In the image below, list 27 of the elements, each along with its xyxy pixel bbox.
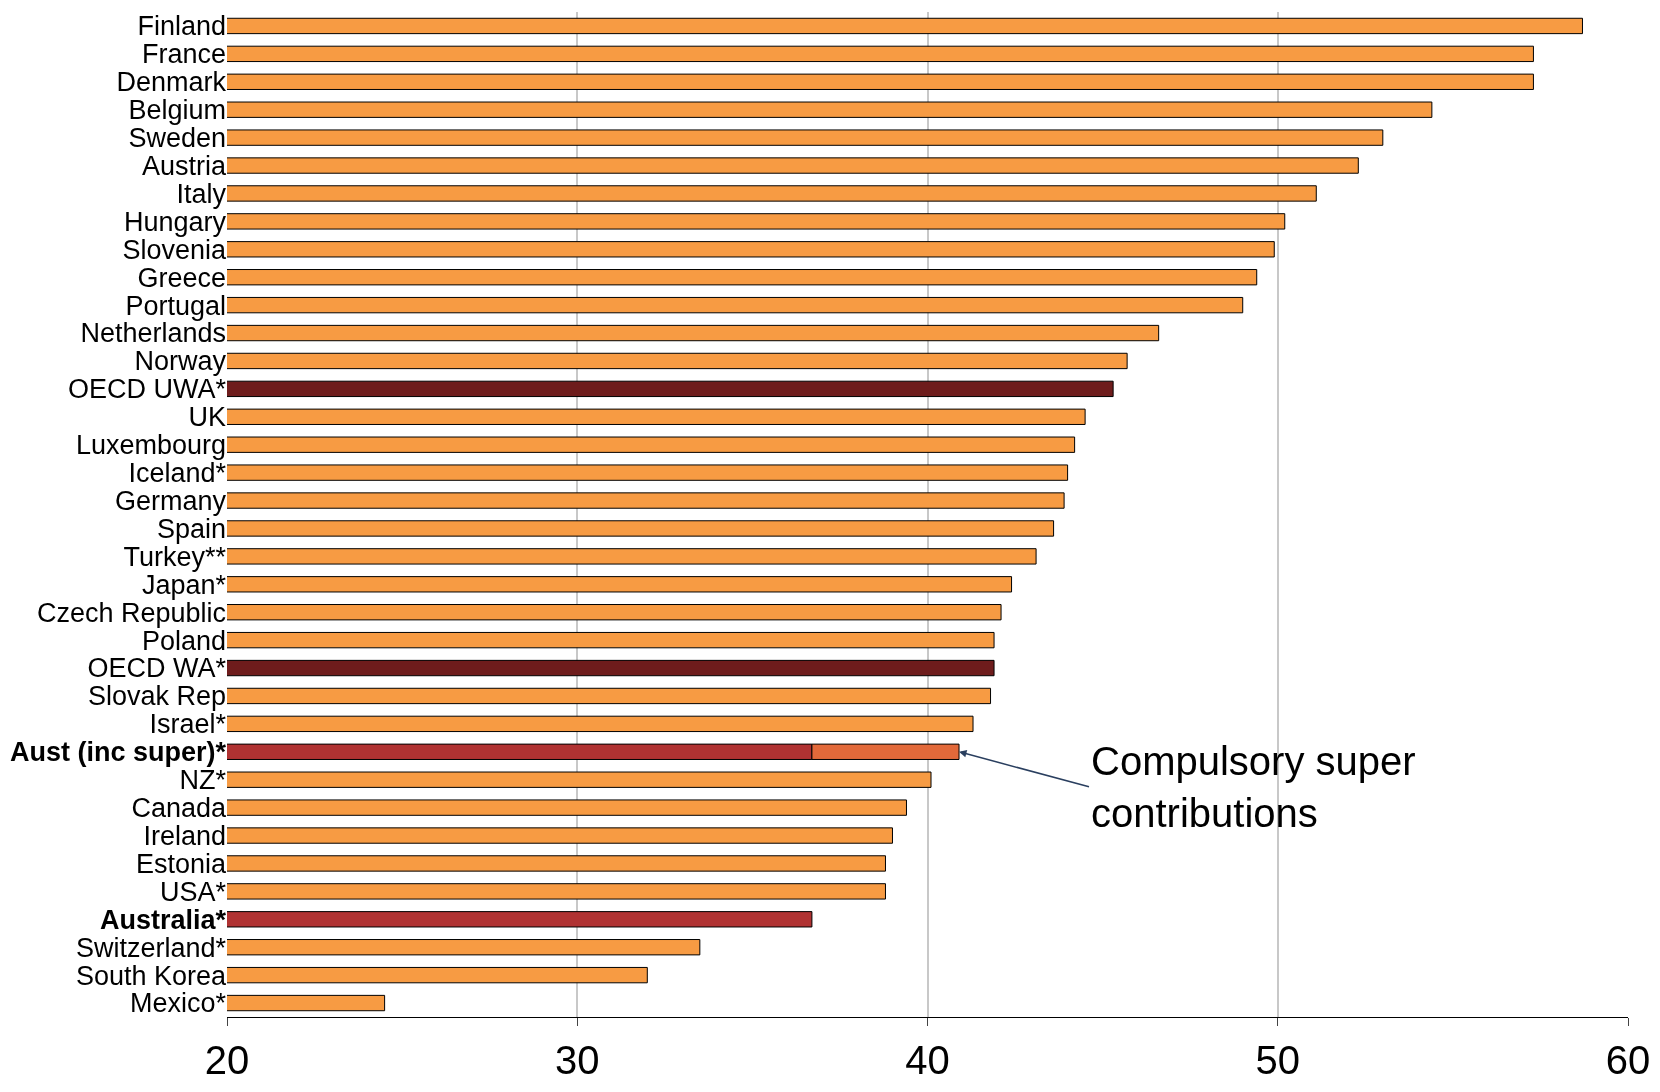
y-tick-label: Luxembourg: [75, 430, 226, 461]
y-tick-label: Austria: [141, 150, 227, 181]
y-tick-label: Estonia: [135, 848, 227, 879]
y-tick-label: France: [141, 39, 226, 70]
y-tick-label: Australia*: [99, 904, 227, 935]
y-tick-label: Aust (inc super)*: [9, 737, 227, 768]
y-tick-label: Portugal: [125, 290, 226, 321]
y-tick-label: USA*: [159, 876, 227, 907]
y-tick-label: Italy: [176, 178, 227, 209]
y-tick-label: Belgium: [128, 95, 226, 126]
y-tick-label: Norway: [134, 346, 227, 377]
y-tick-label: Germany: [114, 485, 227, 516]
x-tick-label: 40: [905, 1038, 950, 1082]
annotation: Compulsory super contributions: [1091, 739, 1416, 835]
y-tick-label: Finland: [137, 11, 226, 42]
x-tick-label: 20: [204, 1038, 250, 1082]
x-tick-label: 60: [1605, 1038, 1651, 1082]
y-tick-label: Switzerland*: [75, 932, 227, 963]
y-tick-label: Greece: [137, 262, 226, 293]
y-tick-label: UK: [188, 402, 226, 433]
y-tick-label: South Korea: [75, 960, 227, 991]
x-tick-label: 50: [1255, 1038, 1300, 1082]
x-tick-label: 30: [555, 1038, 600, 1082]
y-tick-label: OECD WA*: [87, 653, 227, 684]
y-tick-label: Mexico*: [129, 988, 227, 1019]
y-tick-label: Slovak Rep: [87, 681, 226, 712]
y-tick-label: Denmark: [116, 67, 227, 98]
